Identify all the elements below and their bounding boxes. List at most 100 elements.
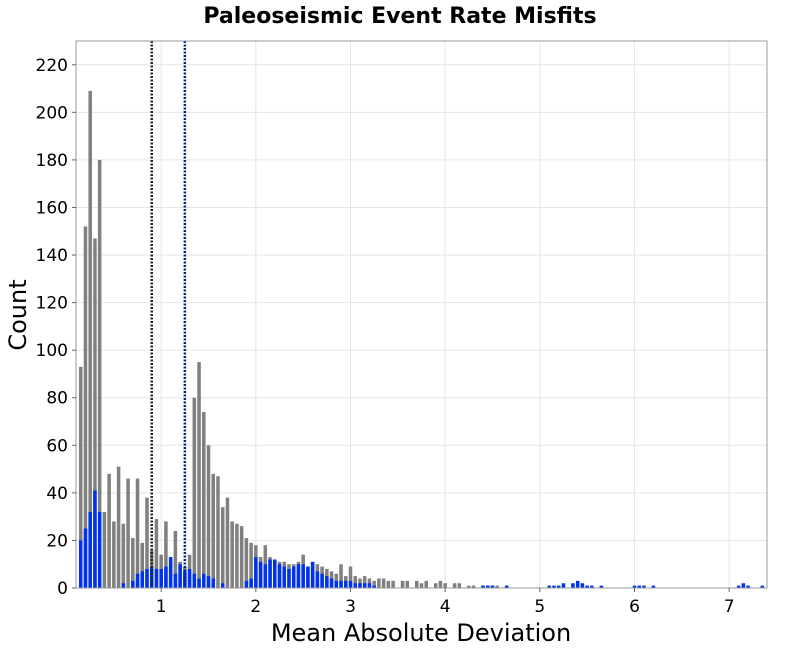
bars-layer	[78, 90, 765, 588]
bar-all	[433, 583, 438, 588]
bar-all	[438, 580, 443, 588]
bar-highlight	[93, 490, 97, 588]
bar-highlight	[637, 585, 641, 588]
x-tick-label: 2	[250, 597, 261, 617]
bar-highlight	[362, 583, 367, 588]
y-tick-label: 120	[36, 294, 68, 314]
bar-highlight	[258, 561, 263, 588]
bar-highlight	[282, 566, 287, 588]
bar-highlight	[547, 585, 552, 588]
bar-highlight	[244, 580, 249, 588]
x-tick-label: 7	[724, 597, 735, 617]
bar-highlight	[329, 578, 334, 588]
bar-highlight	[485, 585, 490, 588]
bar-all	[131, 538, 135, 588]
bar-all	[362, 576, 367, 588]
y-tick-label: 80	[46, 389, 68, 409]
bar-all	[216, 476, 220, 588]
plot-frame	[75, 40, 768, 589]
bar-highlight	[580, 583, 585, 588]
bar-highlight	[249, 578, 253, 588]
bar-all	[467, 585, 471, 588]
bar-all	[97, 159, 102, 588]
bar-highlight	[481, 585, 485, 588]
y-axis-label: Count	[4, 279, 32, 350]
bar-highlight	[642, 585, 646, 588]
reference-lines-layer	[150, 41, 187, 588]
y-tick-label: 20	[46, 531, 68, 551]
bar-all	[126, 478, 130, 588]
x-tick-label: 5	[534, 597, 545, 617]
bar-highlight	[168, 557, 173, 588]
bar-highlight	[178, 564, 182, 588]
bar-highlight	[736, 585, 741, 588]
bar-highlight	[121, 583, 126, 588]
bar-highlight	[206, 576, 211, 588]
bar-all	[230, 521, 234, 588]
bar-highlight	[571, 583, 575, 588]
y-tick-label: 220	[36, 56, 68, 76]
bar-highlight	[320, 573, 324, 588]
bar-all	[135, 478, 140, 588]
bar-all	[244, 538, 249, 588]
bar-highlight	[273, 559, 277, 588]
bar-all	[211, 473, 216, 588]
bar-all	[220, 507, 225, 588]
bar-highlight	[263, 564, 268, 588]
bar-highlight	[504, 585, 509, 588]
bar-highlight	[599, 585, 604, 588]
bar-highlight	[348, 580, 353, 588]
bar-highlight	[83, 528, 88, 588]
bar-highlight	[192, 573, 197, 588]
bar-highlight	[135, 573, 140, 588]
bar-highlight	[632, 585, 637, 588]
bar-highlight	[590, 585, 594, 588]
bar-all	[140, 542, 145, 588]
bar-highlight	[296, 564, 301, 588]
bar-all	[415, 580, 419, 588]
bar-all	[424, 580, 428, 588]
bar-all	[121, 523, 126, 588]
bar-highlight	[78, 540, 83, 588]
bar-highlight	[187, 568, 192, 588]
bar-highlight	[367, 583, 372, 588]
bar-all	[471, 585, 476, 588]
bar-highlight	[268, 559, 272, 588]
x-tick-label: 6	[629, 597, 640, 617]
bar-all	[202, 412, 206, 588]
bar-highlight	[88, 511, 92, 588]
bar-all	[145, 497, 149, 588]
bar-highlight	[561, 583, 566, 588]
bar-highlight	[552, 585, 556, 588]
y-tick-label: 100	[36, 341, 68, 361]
bar-all	[405, 580, 410, 588]
bar-all	[173, 530, 178, 588]
bar-highlight	[575, 580, 580, 588]
bar-all	[78, 366, 83, 588]
bar-highlight	[97, 511, 102, 588]
bar-highlight	[651, 585, 656, 588]
bar-highlight	[154, 568, 159, 588]
bar-all	[372, 580, 376, 588]
x-tick-label: 1	[156, 597, 167, 617]
bar-all	[206, 445, 211, 588]
bar-all	[457, 583, 462, 588]
bar-highlight	[760, 585, 765, 588]
tick-labels-layer: 1 2 3 4 5 6 7 0 20 40 60 80 100 120 140 160 180 200 220	[36, 56, 735, 617]
y-tick-label: 160	[36, 198, 68, 218]
bar-all	[93, 238, 97, 588]
bar-highlight	[140, 571, 145, 588]
bar-all	[419, 583, 424, 588]
chart-title: Paleoseismic Event Rate Misfits	[203, 4, 596, 29]
bar-all	[102, 511, 107, 588]
bar-highlight	[556, 585, 561, 588]
bar-all	[377, 578, 381, 588]
bar-highlight	[173, 573, 178, 588]
bar-all	[353, 576, 357, 588]
bar-highlight	[325, 576, 329, 588]
bar-all	[495, 585, 499, 588]
bar-highlight	[145, 568, 149, 588]
y-tick-label: 0	[57, 579, 68, 599]
